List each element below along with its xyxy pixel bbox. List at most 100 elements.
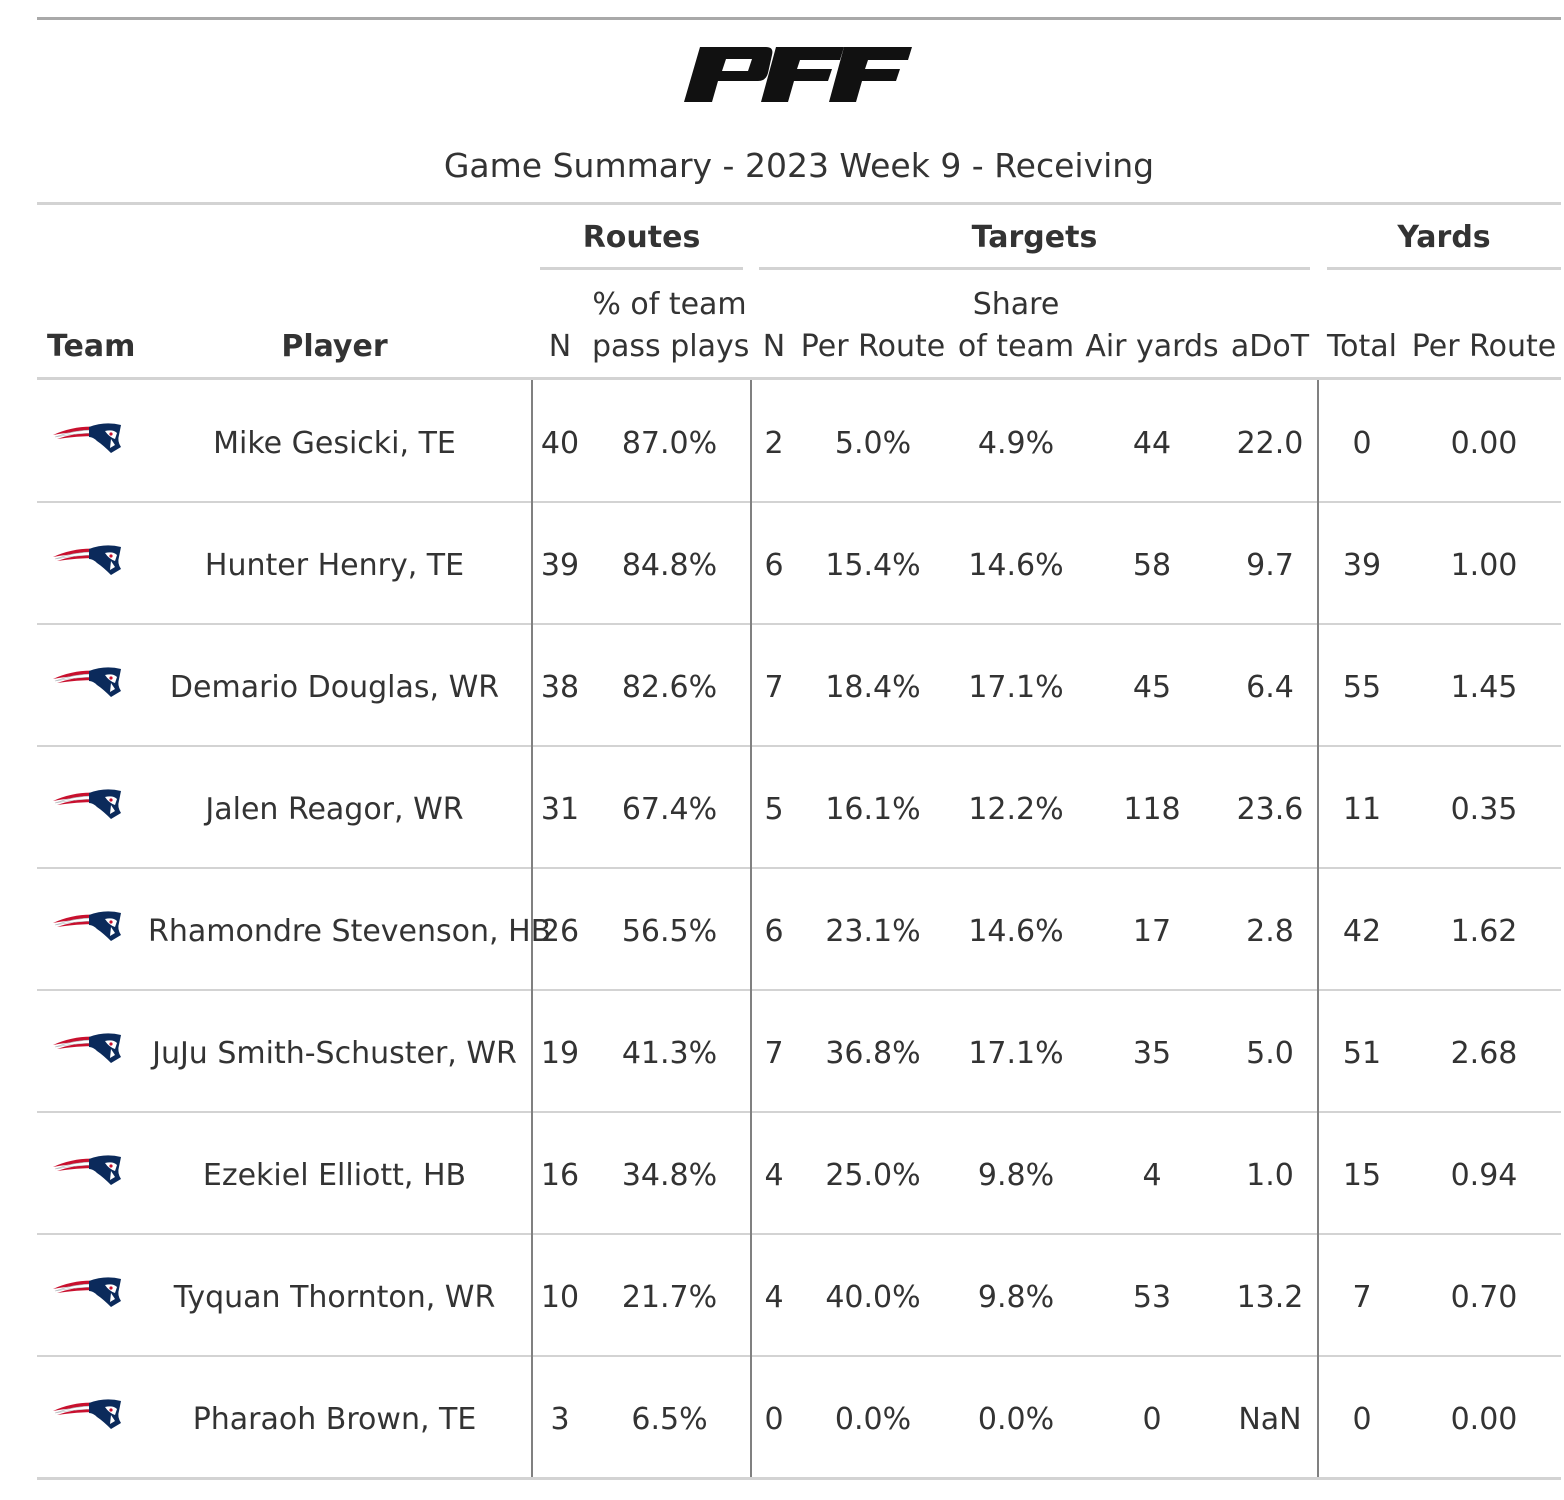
routes-n: 3 [550,1402,570,1437]
targets-n: 4 [764,1158,784,1193]
patriots-logo-icon [53,421,123,455]
yards-total: 11 [1342,792,1382,827]
routes-pct: 41.3% [621,1036,718,1071]
target-share: 9.8% [977,1158,1055,1193]
routes-n: 38 [540,670,580,705]
adot: NaN [1238,1402,1302,1437]
top-rule [37,17,1561,20]
air-yards: 17 [1132,914,1172,949]
adot: 22.0 [1236,426,1304,461]
air-yards: 35 [1132,1036,1172,1071]
table-row: Mike Gesicki, TE 40 87.0% 2 5.0% 4.9% 44… [37,381,1561,503]
table-row: Ezekiel Elliott, HB 16 34.8% 4 25.0% 9.8… [37,1113,1561,1235]
row-separator [37,867,1561,869]
yards-total: 51 [1342,1036,1382,1071]
target-share: 0.0% [977,1402,1055,1437]
targets-per-route: 16.1% [825,792,921,827]
targets-n: 0 [764,1402,784,1437]
row-separator [37,1111,1561,1113]
patriots-logo-icon [53,543,123,577]
air-yards: 58 [1132,548,1172,583]
targets-per-route: 15.4% [825,548,921,583]
routes-n: 19 [540,1036,580,1071]
pff-logo [684,47,912,102]
routes-pct: 87.0% [621,426,718,461]
target-share: 14.6% [968,914,1064,949]
target-share: 4.9% [977,426,1055,461]
player-name: Mike Gesicki, TE [213,426,456,461]
player-name: Pharaoh Brown, TE [192,1402,477,1437]
routes-pct: 56.5% [621,914,718,949]
col-adot: aDoT [1230,329,1310,364]
row-separator [37,745,1561,747]
air-yards: 0 [1142,1402,1162,1437]
spanner-yards-rule [1327,267,1561,270]
adot: 2.8 [1246,914,1294,949]
col-share-line2: of team [957,329,1075,364]
col-targets-per-route: Per Route [800,329,946,364]
col-yards-per-route: Per Route [1411,329,1557,364]
yards-total: 42 [1342,914,1382,949]
yards-per-route: 0.94 [1450,1158,1518,1193]
spanner-targets-rule [759,267,1310,270]
player-name: Hunter Henry, TE [204,548,465,583]
routes-n: 31 [540,792,580,827]
targets-per-route: 25.0% [825,1158,921,1193]
row-separator [37,623,1561,625]
targets-n: 6 [764,548,784,583]
bottom-rule [37,1477,1561,1480]
table-row: Pharaoh Brown, TE 3 6.5% 0 0.0% 0.0% 0 N… [37,1357,1561,1479]
table-row: JuJu Smith-Schuster, WR 19 41.3% 7 36.8%… [37,991,1561,1113]
col-targets-n: N [762,329,786,364]
targets-n: 7 [764,670,784,705]
patriots-logo-icon [53,787,123,821]
target-share: 9.8% [977,1280,1055,1315]
yards-per-route: 1.45 [1450,670,1518,705]
yards-per-route: 0.00 [1450,1402,1518,1437]
spanner-routes-rule [540,267,743,270]
adot: 23.6 [1236,792,1304,827]
air-yards: 53 [1132,1280,1172,1315]
table-row: Jalen Reagor, WR 31 67.4% 5 16.1% 12.2% … [37,747,1561,869]
routes-pct: 34.8% [621,1158,718,1193]
yards-total: 55 [1342,670,1382,705]
patriots-logo-icon [53,909,123,943]
targets-n: 4 [764,1280,784,1315]
routes-n: 10 [540,1280,580,1315]
player-name: Ezekiel Elliott, HB [202,1158,467,1193]
spanner-targets: Targets [971,220,1098,255]
targets-n: 6 [764,914,784,949]
air-yards: 44 [1132,426,1172,461]
routes-n: 26 [540,914,580,949]
routes-n: 39 [540,548,580,583]
target-share: 14.6% [968,548,1064,583]
target-share: 17.1% [968,670,1064,705]
target-share: 12.2% [968,792,1064,827]
routes-pct: 21.7% [621,1280,718,1315]
targets-per-route: 5.0% [834,426,912,461]
target-share: 17.1% [968,1036,1064,1071]
table-row: Rhamondre Stevenson, HB 26 56.5% 6 23.1%… [37,869,1561,991]
table-subtitle: Game Summary - 2023 Week 9 - Receiving [443,146,1155,185]
col-team: Team [47,329,136,364]
adot: 1.0 [1246,1158,1294,1193]
yards-total: 15 [1342,1158,1382,1193]
patriots-logo-icon [53,1275,123,1309]
row-separator [37,501,1561,503]
yards-per-route: 2.68 [1450,1036,1518,1071]
col-air-yards: Air yards [1085,329,1219,364]
air-yards: 45 [1132,670,1172,705]
table-row: Demario Douglas, WR 38 82.6% 7 18.4% 17.… [37,625,1561,747]
patriots-logo-icon [53,1153,123,1187]
row-separator [37,989,1561,991]
col-routes-pct-line2: pass plays [592,329,750,364]
adot: 5.0 [1246,1036,1294,1071]
routes-pct: 6.5% [631,1402,708,1437]
yards-per-route: 0.35 [1450,792,1518,827]
header-rule [37,377,1561,380]
yards-per-route: 0.00 [1450,426,1518,461]
player-name: Demario Douglas, WR [169,670,500,705]
divider-routes-targets [750,380,752,1477]
targets-per-route: 18.4% [825,670,921,705]
yards-total: 39 [1342,548,1382,583]
